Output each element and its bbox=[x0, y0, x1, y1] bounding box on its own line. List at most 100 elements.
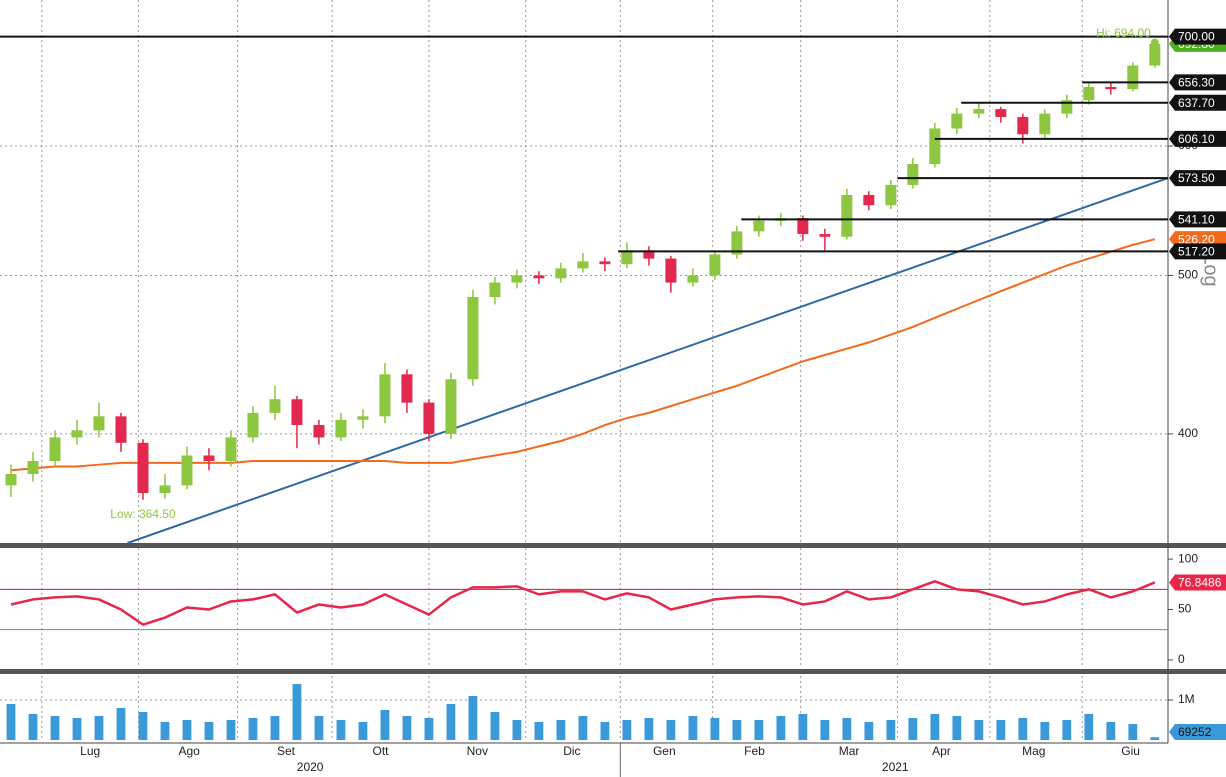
candle-body bbox=[49, 437, 61, 461]
volume-bar bbox=[6, 704, 16, 740]
candle-body bbox=[357, 416, 369, 420]
candle-body bbox=[753, 220, 765, 232]
panel-separator bbox=[0, 669, 1226, 674]
volume-bar bbox=[468, 696, 478, 740]
candle-body bbox=[1083, 86, 1095, 101]
volume-bar bbox=[688, 716, 698, 740]
candle-body bbox=[93, 416, 105, 431]
candle-body bbox=[621, 250, 633, 265]
volume-bar bbox=[490, 712, 500, 740]
candle-body bbox=[181, 455, 193, 486]
candle-body bbox=[797, 218, 809, 235]
x-tick-label: Mar bbox=[839, 744, 860, 758]
volume-bar bbox=[116, 708, 126, 740]
y-tick-label: 50 bbox=[1178, 602, 1192, 616]
candle-body bbox=[863, 194, 875, 206]
candle-body bbox=[1061, 100, 1073, 114]
high-marker bbox=[1150, 38, 1159, 47]
candle-body bbox=[445, 379, 457, 434]
volume-bar bbox=[28, 714, 38, 740]
volume-bar bbox=[336, 720, 346, 740]
candle-body bbox=[643, 250, 655, 259]
volume-bar bbox=[622, 720, 632, 740]
x-tick-label: Feb bbox=[744, 744, 765, 758]
volume-bar bbox=[798, 714, 808, 740]
level-box bbox=[1169, 170, 1226, 187]
volume-bar bbox=[182, 720, 192, 740]
volume-bar bbox=[72, 718, 82, 740]
x-tick-label: Dic bbox=[563, 744, 580, 758]
high-annotation: Hi: 694.00 bbox=[1096, 26, 1151, 40]
candle-body bbox=[1149, 43, 1161, 66]
y-tick-label: 500 bbox=[1178, 268, 1198, 282]
volume-bar bbox=[820, 720, 830, 740]
volume-bar bbox=[886, 720, 896, 740]
volume-bar bbox=[1084, 714, 1094, 740]
level-box bbox=[1169, 130, 1226, 147]
year-label: 2020 bbox=[297, 760, 324, 774]
volume-bar bbox=[666, 720, 676, 740]
rsi-value-label: 76.8486 bbox=[1178, 576, 1222, 590]
x-tick-label: Mag bbox=[1022, 744, 1045, 758]
volume-bar bbox=[160, 722, 170, 740]
candle-body bbox=[1105, 86, 1117, 90]
rsi-value-box bbox=[1169, 574, 1226, 591]
x-tick-label: Giu bbox=[1121, 744, 1140, 758]
x-tick-label: Ott bbox=[373, 744, 390, 758]
panel-separator bbox=[0, 543, 1226, 548]
candle-body bbox=[687, 275, 699, 283]
candle-body bbox=[907, 163, 919, 185]
y-tick-label: 400 bbox=[1178, 426, 1198, 440]
volume-bar bbox=[358, 722, 368, 740]
candle-body bbox=[159, 485, 171, 494]
volume-bar bbox=[930, 714, 940, 740]
candle-body bbox=[951, 113, 963, 129]
level-label: 517.20 bbox=[1178, 245, 1215, 259]
volume-bar bbox=[248, 718, 258, 740]
level-label: 606.10 bbox=[1178, 132, 1215, 146]
volume-bar bbox=[292, 684, 302, 740]
candle-body bbox=[137, 442, 149, 494]
volume-bar bbox=[732, 720, 742, 740]
volume-bar bbox=[1062, 720, 1072, 740]
x-tick-label: Ago bbox=[178, 744, 200, 758]
candle-body bbox=[709, 254, 721, 276]
candle-body bbox=[379, 374, 391, 417]
candle-body bbox=[269, 399, 281, 413]
x-tick-label: Set bbox=[277, 744, 296, 758]
moving-average bbox=[10, 238, 1156, 472]
volume-bar bbox=[556, 720, 566, 740]
volume-value-box bbox=[1169, 724, 1226, 740]
candle-body bbox=[731, 231, 743, 255]
candle-body bbox=[511, 275, 523, 283]
y-tick-label: 100 bbox=[1178, 551, 1198, 565]
low-annotation: Low: 364.50 bbox=[110, 507, 176, 521]
rsi-line bbox=[10, 580, 1156, 626]
volume-value-label: 69252 bbox=[1178, 725, 1212, 739]
ma-value-box bbox=[1169, 231, 1226, 248]
x-tick-label: Gen bbox=[653, 744, 676, 758]
candle-body bbox=[71, 430, 83, 438]
volume-bar bbox=[754, 720, 764, 740]
level-box bbox=[1169, 211, 1226, 228]
candle-body bbox=[555, 268, 567, 279]
volume-bar bbox=[270, 716, 280, 740]
volume-bar bbox=[1128, 724, 1138, 740]
y-tick-label: 1M bbox=[1178, 692, 1195, 706]
level-box bbox=[1169, 28, 1226, 45]
candle-body bbox=[885, 184, 897, 206]
candle-body bbox=[401, 374, 413, 403]
volume-bar bbox=[996, 720, 1006, 740]
volume-bar bbox=[864, 722, 874, 740]
candle-body bbox=[665, 258, 677, 283]
y-tick-label: 0 bbox=[1178, 652, 1185, 666]
volume-bar bbox=[1150, 737, 1160, 740]
volume-bar bbox=[424, 718, 434, 740]
volume-bar bbox=[138, 712, 148, 740]
volume-bar bbox=[1018, 718, 1028, 740]
candle-body bbox=[599, 261, 611, 265]
volume-bar bbox=[226, 720, 236, 740]
x-tick-label: Lug bbox=[80, 744, 100, 758]
level-box bbox=[1169, 94, 1226, 111]
